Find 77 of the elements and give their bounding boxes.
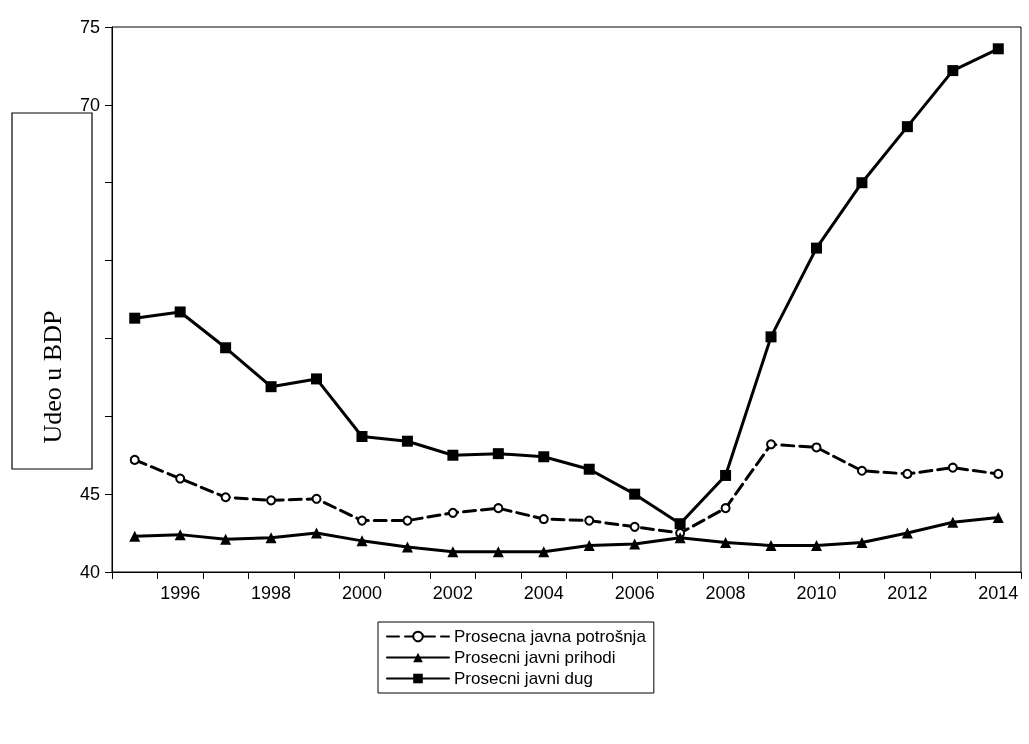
point [810,540,822,552]
x-tick-label: 2002 [432,583,473,603]
point [947,516,959,528]
point [992,43,1004,55]
point [220,342,232,354]
point [584,515,595,526]
point [401,435,413,447]
point [720,503,731,514]
point [629,538,641,550]
point [538,451,550,463]
point [356,431,368,443]
point [356,515,367,526]
x-tick-label: 2014 [978,583,1019,603]
x-tick-label: 2008 [705,583,746,603]
point [493,503,504,514]
point [538,546,550,558]
point [129,530,141,542]
point [220,492,231,503]
point [766,439,777,450]
point [856,536,868,548]
point [447,449,459,461]
point [583,463,595,475]
legend-label: Prosecna javna potrošnja [454,627,647,646]
point [175,473,186,484]
y-tick-label: 45 [79,484,100,505]
point [174,529,186,541]
point [765,540,777,552]
x-tick-label: 2006 [614,583,655,603]
point [902,468,913,479]
point [129,454,140,465]
point [583,540,595,552]
point [311,373,323,385]
y-tick-label: 75 [79,17,100,37]
point [265,532,277,544]
point [356,535,368,547]
point [856,177,868,189]
y-axis-title: Udeo u BDP [37,310,67,444]
point [947,65,959,77]
point [720,536,732,548]
point [447,546,459,558]
point [765,331,777,343]
point [266,495,277,506]
x-tick-label: 2010 [796,583,837,603]
legend-label: Prosecni javni dug [454,669,593,688]
point [402,515,413,526]
legend-label: Prosecni javni prihodi [454,648,616,667]
point [947,462,958,473]
point [174,306,186,318]
point [401,541,413,553]
point [311,493,322,504]
point [810,242,822,254]
y-tick-label: 40 [79,562,100,582]
point [629,488,641,500]
point [674,532,686,544]
point [129,312,141,324]
point [629,521,640,532]
point [993,468,1004,479]
point [492,546,504,558]
point [447,507,458,518]
point [901,121,913,133]
x-tick-label: 1998 [251,583,292,603]
y-tick-label: 70 [79,94,100,115]
x-tick-label: 1996 [160,583,201,603]
x-tick-label: 2004 [523,583,564,603]
point [265,381,277,393]
point [811,442,822,453]
point [311,527,323,539]
point [720,469,732,481]
point [538,514,549,525]
point [992,512,1004,523]
x-tick-label: 2012 [887,583,928,603]
point [856,465,867,476]
point [901,527,913,539]
point [674,518,686,530]
point [492,448,504,460]
point [220,533,232,545]
x-tick-label: 2000 [341,583,382,603]
